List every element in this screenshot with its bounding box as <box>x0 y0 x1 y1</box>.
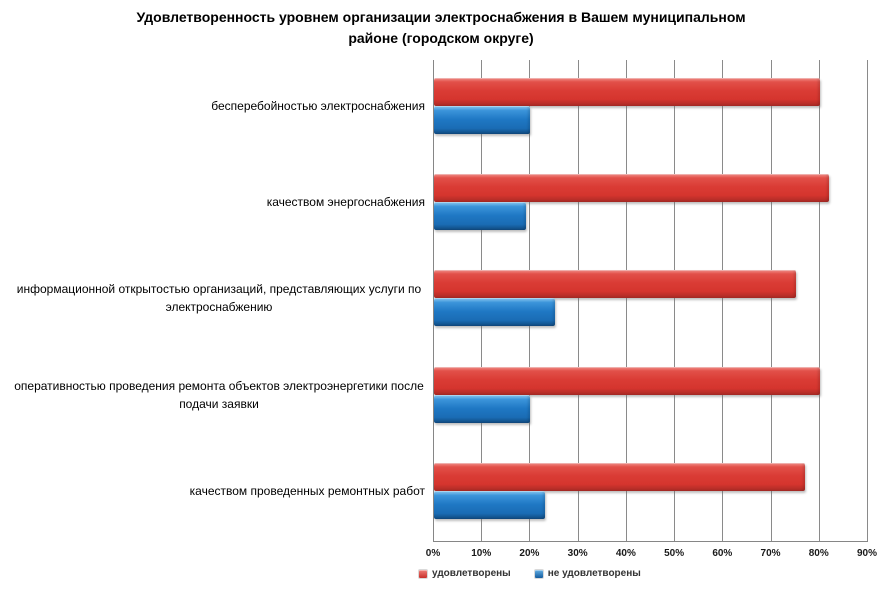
chart-title-line-1: Удовлетворенность уровнем организации эл… <box>136 9 746 25</box>
gridline-30% <box>577 60 579 541</box>
gridline-90% <box>867 60 868 541</box>
x-tick-label-10%: 10% <box>471 548 492 559</box>
plot-area <box>433 60 868 542</box>
category-label-1: качеством энергоснабжения <box>0 175 425 229</box>
category-label-0: бесперебойностью электроснабжения <box>0 79 425 133</box>
bar-group-0 <box>434 60 868 156</box>
category-label-text: бесперебойностью электроснабжения <box>211 99 425 113</box>
bar-unsatisfied-0 <box>434 106 531 134</box>
category-label-3: оперативностью проведения ремонта объект… <box>0 368 425 422</box>
x-tick-label-20%: 20% <box>519 548 540 559</box>
bar-group-2 <box>434 252 868 348</box>
bar-unsatisfied-3 <box>434 394 531 423</box>
bar-unsatisfied-4 <box>434 490 545 519</box>
category-label-4: качеством проведенных ремонтных работ <box>0 464 425 518</box>
legend-swatch-icon <box>534 569 543 578</box>
gridline-80% <box>818 60 820 541</box>
legend-swatch-icon <box>419 569 427 578</box>
bar-satisfied-2 <box>434 270 796 299</box>
x-tick-label-40%: 40% <box>615 548 636 559</box>
legend: удовлетворены не удовлетворены <box>419 568 641 579</box>
gridline-60% <box>722 60 724 541</box>
bar-unsatisfied-2 <box>434 298 555 327</box>
chart-title-line-2: районе (городском округе) <box>348 30 534 46</box>
x-tick-label-0%: 0% <box>425 548 441 559</box>
bar-group-1 <box>434 156 868 252</box>
category-label-text: качеством энергоснабжения <box>266 195 425 210</box>
gridline-70% <box>770 60 772 541</box>
x-tick-label-80%: 80% <box>808 548 829 559</box>
bar-satisfied-4 <box>434 462 806 491</box>
legend-item-satisfied: удовлетворены <box>419 568 511 579</box>
x-tick-label-90%: 90% <box>856 548 877 559</box>
bar-unsatisfied-1 <box>434 202 526 231</box>
category-label-2: информационной открытостью организаций, … <box>0 271 425 325</box>
gridline-40% <box>625 60 627 541</box>
bar-group-4 <box>434 445 868 541</box>
legend-label: не удовлетворены <box>547 568 641 579</box>
category-label-text: информационной открытостью организаций, … <box>16 282 422 315</box>
legend-label: удовлетворены <box>432 568 511 579</box>
x-tick-label-60%: 60% <box>712 548 733 559</box>
bar-satisfied-3 <box>434 366 820 395</box>
bar-satisfied-1 <box>434 174 830 203</box>
bar-group-3 <box>434 349 868 445</box>
legend-item-unsatisfied: не удовлетворены <box>534 568 641 579</box>
gridline-50% <box>674 60 676 541</box>
x-tick-label-70%: 70% <box>760 548 781 559</box>
x-tick-label-50%: 50% <box>664 548 685 559</box>
chart-title: Удовлетворенность уровнем организации эл… <box>0 7 882 49</box>
bar-satisfied-0 <box>434 78 820 106</box>
category-label-text: оперативностью проведения ремонта объект… <box>14 378 424 411</box>
x-tick-label-30%: 30% <box>567 548 588 559</box>
category-label-text: качеством проведенных ремонтных работ <box>189 483 425 498</box>
